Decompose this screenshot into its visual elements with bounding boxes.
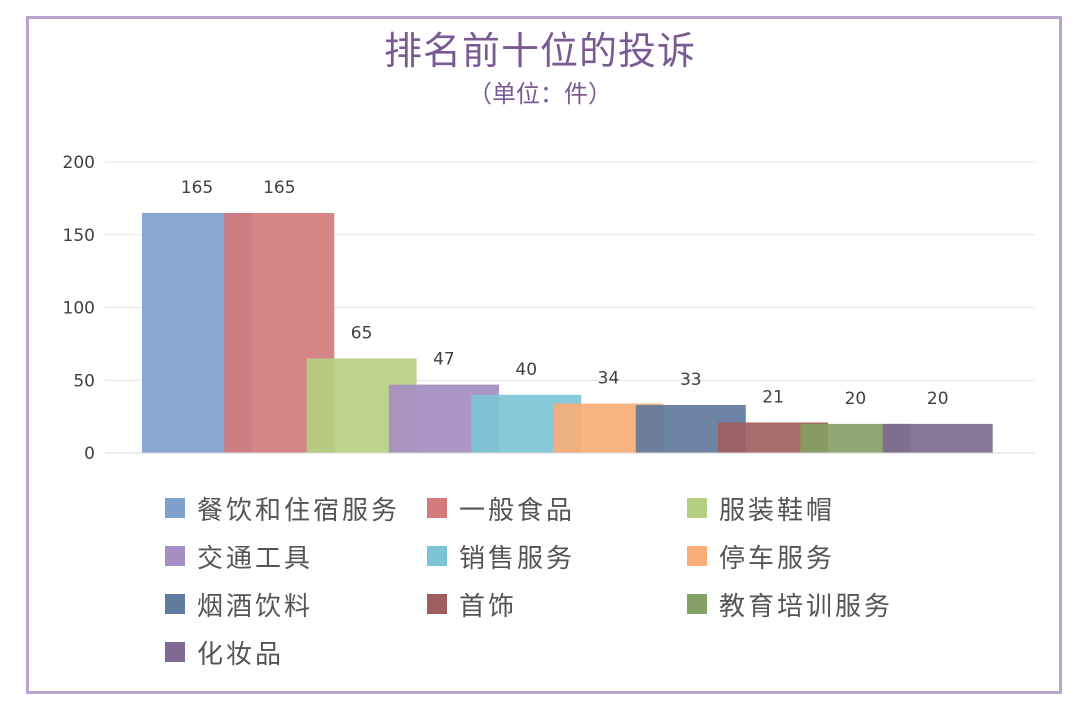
legend-item: 烟酒饮料 (165, 588, 314, 622)
legend-item: 停车服务 (687, 540, 836, 574)
legend-swatch (427, 498, 447, 518)
legend-label: 首饰 (459, 591, 518, 622)
y-tick-label: 0 (84, 444, 95, 464)
legend-swatch (427, 546, 447, 566)
legend-item: 化妆品 (165, 636, 285, 670)
legend-item: 餐饮和住宿服务 (165, 492, 401, 526)
data-label: 40 (515, 360, 537, 380)
legend-item: 教育培训服务 (687, 588, 894, 622)
legend-label: 服装鞋帽 (719, 495, 836, 526)
chart-subtitle: （单位：件） (468, 80, 612, 108)
legend-swatch (687, 498, 707, 518)
legend-item: 首饰 (427, 588, 518, 622)
legend-swatch (427, 594, 447, 614)
data-label: 33 (680, 370, 702, 390)
chart-title: 排名前十位的投诉 (383, 29, 696, 73)
data-label: 20 (927, 389, 949, 409)
legend-label: 化妆品 (197, 639, 285, 670)
bar-10 (882, 423, 993, 453)
legend-swatch (165, 546, 185, 566)
legend-swatch (165, 594, 185, 614)
legend-label: 餐饮和住宿服务 (197, 495, 401, 526)
legend-item: 交通工具 (165, 540, 314, 574)
data-label: 47 (433, 350, 455, 370)
legend-label: 一般食品 (459, 495, 576, 526)
legend-label: 烟酒饮料 (197, 591, 314, 622)
legend-label: 交通工具 (197, 543, 314, 574)
y-tick-label: 150 (63, 226, 95, 246)
y-tick-label: 200 (63, 153, 95, 173)
legend-swatch (687, 546, 707, 566)
legend-label: 销售服务 (459, 543, 576, 574)
data-label: 165 (263, 178, 295, 198)
legend-item: 一般食品 (427, 492, 576, 526)
legend-label: 停车服务 (719, 543, 836, 574)
legend-item: 销售服务 (427, 540, 576, 574)
data-label: 21 (762, 387, 784, 407)
data-label: 65 (351, 323, 373, 343)
data-label: 34 (598, 369, 620, 389)
data-label: 20 (845, 389, 867, 409)
y-tick-label: 100 (63, 299, 95, 319)
legend-item: 服装鞋帽 (687, 492, 836, 526)
legend-swatch (165, 498, 185, 518)
legend-swatch (687, 594, 707, 614)
legend-swatch (165, 642, 185, 662)
data-label: 165 (181, 178, 213, 198)
y-tick-label: 50 (73, 371, 95, 391)
legend-label: 教育培训服务 (719, 591, 894, 622)
